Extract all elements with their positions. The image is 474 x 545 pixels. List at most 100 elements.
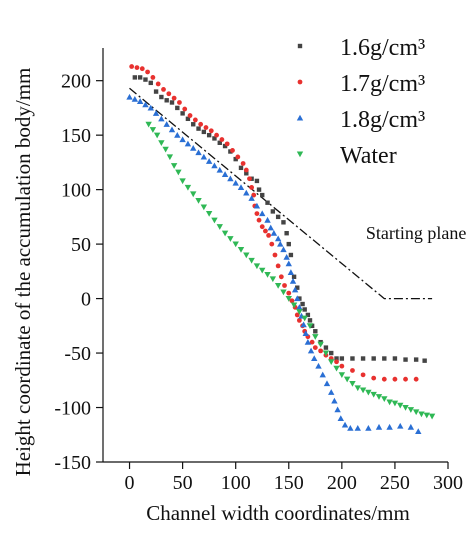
- data-point: [360, 356, 366, 361]
- data-point: [162, 146, 169, 153]
- data-point: [259, 210, 266, 217]
- data-point: [166, 91, 172, 97]
- data-point: [415, 428, 422, 435]
- data-point: [266, 232, 271, 238]
- data-point: [334, 359, 339, 365]
- data-point: [339, 356, 345, 361]
- data-point: [190, 145, 197, 151]
- data-point: [148, 80, 153, 86]
- data-point: [269, 241, 275, 247]
- data-point: [205, 158, 213, 164]
- data-point: [211, 217, 218, 224]
- data-point: [397, 422, 404, 429]
- data-point: [134, 65, 140, 71]
- data-point: [423, 412, 430, 419]
- data-point: [309, 323, 315, 329]
- data-point: [343, 376, 351, 383]
- data-point: [354, 425, 361, 431]
- data-point: [126, 93, 133, 100]
- data-point: [347, 425, 354, 431]
- data-point: [201, 129, 207, 135]
- data-point: [217, 140, 222, 145]
- data-point: [248, 195, 255, 201]
- y-tick-label: -100: [54, 398, 91, 420]
- plot-marks: Starting plane: [126, 64, 466, 435]
- y-tick-label: 0: [81, 289, 91, 311]
- data-point: [136, 98, 144, 104]
- data-point: [203, 125, 209, 130]
- data-point: [302, 330, 309, 337]
- data-point: [240, 161, 246, 166]
- x-axis-label: Channel width coordinates/mm: [146, 501, 410, 525]
- data-point: [269, 276, 277, 283]
- data-point: [329, 350, 334, 356]
- data-point: [237, 184, 245, 191]
- data-point: [145, 69, 150, 75]
- y-tick-label: 200: [61, 71, 91, 93]
- data-point: [371, 356, 376, 361]
- data-point: [278, 274, 284, 280]
- data-point: [184, 184, 192, 191]
- data-point: [263, 228, 268, 234]
- x-tick-label: 0: [125, 472, 135, 494]
- data-point: [284, 231, 289, 236]
- data-point: [294, 312, 300, 318]
- data-point: [164, 98, 169, 103]
- data-point: [418, 411, 425, 418]
- data-point: [402, 404, 409, 411]
- data-point: [170, 163, 178, 169]
- data-point: [375, 423, 383, 430]
- data-point: [177, 100, 182, 105]
- data-point: [328, 359, 335, 365]
- data-point: [139, 66, 145, 72]
- data-point: [304, 338, 312, 345]
- data-point: [152, 110, 160, 116]
- data-point: [397, 402, 404, 409]
- data-point: [184, 140, 192, 147]
- data-point: [182, 106, 188, 112]
- data-point: [208, 128, 214, 134]
- legend-marker: [296, 151, 304, 158]
- data-point: [243, 189, 250, 196]
- data-point: [260, 192, 265, 198]
- data-point: [289, 298, 295, 304]
- data-point: [339, 363, 345, 369]
- data-point: [270, 230, 278, 236]
- legend-label: 1.7g/cm³: [340, 71, 425, 97]
- data-point: [272, 252, 278, 258]
- data-point: [365, 425, 372, 431]
- data-point: [307, 347, 315, 354]
- legend-marker: [297, 79, 303, 85]
- data-point: [407, 407, 415, 413]
- data-point: [171, 95, 177, 101]
- data-point: [185, 116, 191, 122]
- data-point: [319, 371, 326, 378]
- data-point: [392, 356, 398, 361]
- data-point: [216, 224, 223, 230]
- y-tick-label: -150: [54, 452, 91, 474]
- data-point: [365, 389, 372, 396]
- y-tick-label: 50: [71, 234, 91, 256]
- data-point: [286, 241, 291, 247]
- x-tick-label: 200: [327, 472, 357, 494]
- data-point: [323, 380, 331, 387]
- data-point: [180, 111, 185, 116]
- data-point: [253, 263, 261, 270]
- data-point: [175, 105, 180, 111]
- data-point: [243, 252, 250, 259]
- data-point: [175, 169, 182, 176]
- data-point: [187, 113, 193, 118]
- data-point: [153, 89, 159, 94]
- data-point: [212, 136, 217, 141]
- data-point: [318, 348, 324, 354]
- data-point: [297, 296, 302, 301]
- data-point: [375, 394, 383, 400]
- data-point: [422, 358, 427, 363]
- x-tick-label: 50: [173, 472, 193, 494]
- data-point: [317, 341, 324, 348]
- data-point: [294, 295, 301, 302]
- data-point: [158, 140, 165, 146]
- data-point: [221, 171, 229, 177]
- y-tick-label: 100: [61, 180, 91, 202]
- data-point: [286, 290, 292, 296]
